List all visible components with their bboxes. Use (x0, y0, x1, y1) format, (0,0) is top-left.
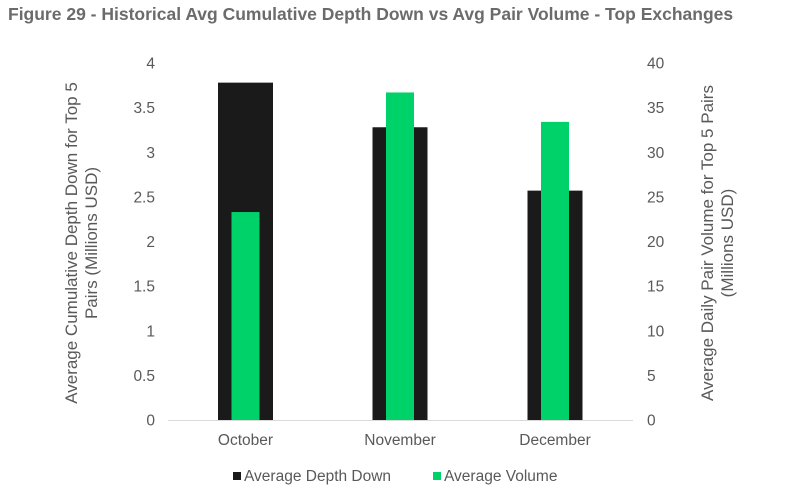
bar-volume-november (386, 92, 414, 420)
right-tick-label: 25 (647, 189, 664, 206)
left-axis-title-line1: Average Cumulative Depth Down for Top 5 (62, 82, 81, 404)
legend-swatch-depth (233, 472, 241, 480)
right-tick-label: 5 (647, 368, 656, 385)
bar-volume-december (541, 121, 569, 420)
legend: Average Depth Down Average Volume (233, 468, 557, 485)
right-tick-label: 35 (647, 100, 664, 117)
category-label: November (364, 432, 436, 449)
right-tick-label: 30 (647, 145, 665, 162)
right-tick-label: 40 (647, 56, 665, 73)
right-tick-label: 0 (647, 413, 656, 430)
right-tick-label: 20 (647, 234, 665, 251)
left-tick-label: 2 (146, 234, 155, 251)
right-axis-title-line1: Average Daily Pair Volume for Top 5 Pair… (698, 85, 717, 401)
legend-swatch-volume (433, 472, 441, 480)
legend-label-volume: Average Volume (444, 468, 557, 485)
chart-title: Figure 29 - Historical Avg Cumulative De… (8, 4, 734, 24)
left-tick-label: 3.5 (133, 100, 155, 117)
right-tick-label: 15 (647, 279, 664, 296)
left-tick-label: 1 (146, 323, 155, 340)
category-label: December (519, 432, 591, 449)
left-tick-label: 1.5 (133, 279, 155, 296)
left-tick-label: 0.5 (133, 368, 155, 385)
left-axis-title-line2: Pairs (Millions USD) (82, 167, 101, 319)
left-tick-label: 0 (146, 413, 155, 430)
right-tick-label: 10 (647, 323, 665, 340)
x-axis: October November December (218, 432, 591, 449)
right-axis-title-line2: (Millions USD) (718, 189, 737, 298)
left-tick-label: 4 (146, 56, 155, 73)
bars (218, 82, 583, 420)
right-y-axis: 0 5 10 15 20 25 30 35 40 (647, 56, 665, 430)
left-y-axis: 0 0.5 1 1.5 2 2.5 3 3.5 4 (133, 56, 155, 430)
left-tick-label: 2.5 (133, 189, 155, 206)
category-label: October (218, 432, 273, 449)
bar-volume-october (231, 212, 260, 420)
left-tick-label: 3 (146, 145, 155, 162)
legend-label-depth: Average Depth Down (244, 468, 391, 485)
